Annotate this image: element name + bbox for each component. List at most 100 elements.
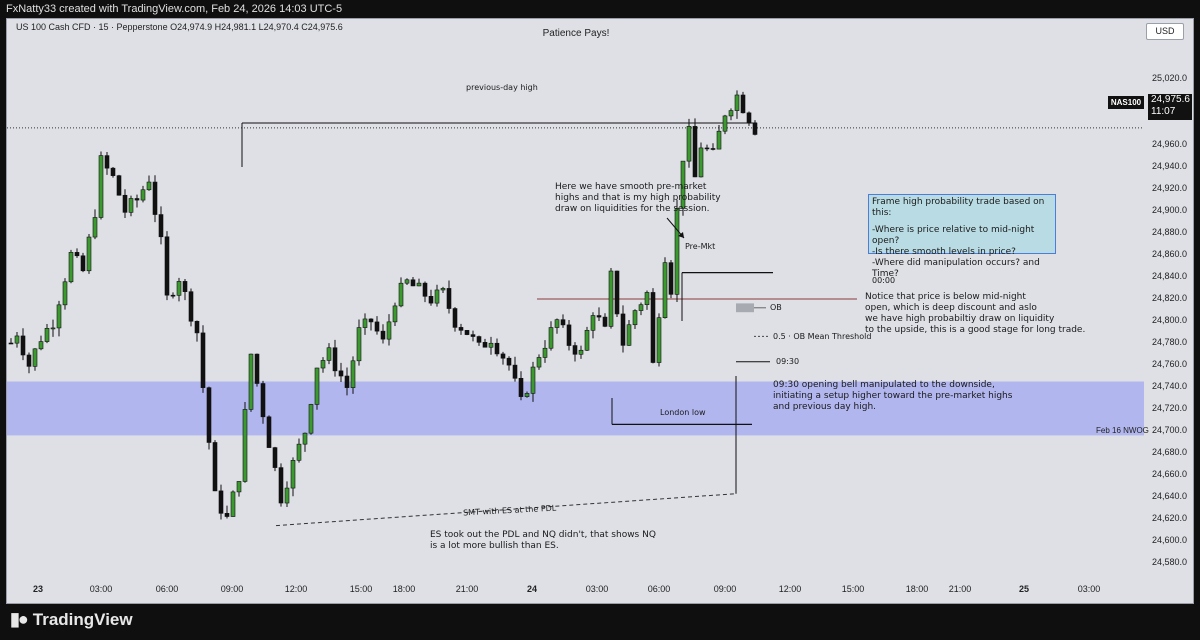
pre-market-label: Pre-Mkt [685, 242, 716, 251]
premarket-arrow-head [678, 232, 684, 238]
x-tick-label: 06:00 [155, 584, 179, 594]
x-tick-label: 12:00 [284, 584, 308, 594]
candle-body [416, 282, 422, 287]
chart-title: Patience Pays! [542, 28, 610, 39]
tradingview-brand-name: TradingView [32, 609, 133, 629]
candle-body [38, 341, 44, 350]
candle-body [206, 387, 212, 443]
candle-body [434, 289, 440, 304]
candle-body [518, 377, 524, 397]
x-tick-label: 18:00 [905, 584, 929, 594]
x-tick-label: 15:00 [349, 584, 373, 594]
x-tick-label: 25 [1018, 584, 1030, 594]
candle-body [596, 315, 602, 318]
candle-body [602, 316, 608, 327]
nwog-zone [7, 381, 1144, 436]
candle-body [614, 270, 620, 315]
candle-body [740, 94, 746, 114]
y-tick-label: 24,740.0 [1152, 381, 1188, 391]
candle-body [662, 262, 668, 318]
candle-body [590, 315, 596, 331]
y-tick-label: 24,720.0 [1152, 403, 1188, 413]
tradingview-logo[interactable]: ▮● TradingView [10, 609, 133, 630]
candle-body [62, 281, 68, 306]
candle-body [236, 481, 242, 493]
candle-body [326, 347, 332, 361]
candle-body [320, 360, 326, 369]
opening-bell-note: 09:30 opening bell manipulated to the do… [773, 380, 1013, 412]
x-tick-label: 06:00 [647, 584, 671, 594]
candle-body [692, 126, 698, 178]
candle-body [152, 181, 158, 215]
candle-body [452, 308, 458, 328]
y-tick-label: 24,880.0 [1152, 227, 1188, 237]
candle-body [410, 279, 416, 287]
y-tick-label: 24,700.0 [1152, 425, 1188, 435]
y-tick-label: 24,680.0 [1152, 447, 1188, 457]
candle-body [512, 364, 518, 379]
candle-body [74, 252, 80, 257]
x-tick-label: 24 [526, 584, 538, 594]
candle-body [116, 175, 122, 196]
candle-body [734, 94, 740, 111]
trade-box-item: -Is there smooth levels in price? [872, 247, 1016, 257]
y-tick-label: 24,940.0 [1152, 161, 1188, 171]
candle-body [464, 330, 470, 335]
y-tick-label: 24,920.0 [1152, 183, 1188, 193]
currency-button[interactable]: USD [1146, 23, 1184, 40]
chart-canvas[interactable] [0, 0, 1200, 604]
candle-body [488, 342, 494, 348]
ob-mean-label: 0.5 · OB Mean Threshold [773, 332, 872, 341]
candle-body [50, 327, 56, 330]
symbol-ohlc: O24,974.9 H24,981.1 L24,970.4 C24,975.6 [170, 22, 343, 32]
y-tick-label: 25,020.0 [1152, 73, 1188, 83]
candle-body [110, 167, 116, 176]
candle-body [392, 305, 398, 323]
candle-body [158, 214, 164, 238]
candle-body [398, 282, 404, 307]
candle-body [506, 357, 512, 366]
candle-body [254, 353, 260, 384]
y-tick-label: 24,840.0 [1152, 271, 1188, 281]
y-tick-label: 24,780.0 [1152, 337, 1188, 347]
candle-body [494, 342, 500, 355]
candle-body [20, 335, 26, 356]
header-credit: FxNatty33 created with TradingView.com, … [0, 0, 1200, 18]
candle-body [362, 318, 368, 328]
candle-body [716, 130, 722, 150]
candle-body [272, 447, 278, 468]
candle-body [656, 317, 662, 363]
candle-body [746, 112, 752, 124]
last-price-tag: 24,975.6 11:07 [1148, 94, 1192, 120]
nwog-label: Feb 16 NWOG [1096, 426, 1149, 435]
chart-area[interactable] [6, 18, 1194, 604]
y-tick-label: 24,960.0 [1152, 139, 1188, 149]
x-tick-label: 21:00 [948, 584, 972, 594]
candle-body [14, 335, 20, 344]
candle-body [650, 292, 656, 363]
trade-box-item: -Where did manipulation occurs? and Time… [872, 258, 1040, 279]
candle-body [476, 336, 482, 343]
candle-body [644, 292, 650, 305]
previous-day-high-label: previous-day high [466, 83, 538, 92]
candle-body [224, 513, 230, 517]
candle-body [182, 281, 188, 292]
candle-body [680, 160, 686, 209]
candle-body [686, 126, 692, 162]
candle-body [140, 189, 146, 201]
bar-countdown: 11:07 [1151, 106, 1176, 117]
x-tick-label: 12:00 [778, 584, 802, 594]
candle-body [164, 236, 170, 296]
y-tick-label: 24,820.0 [1152, 293, 1188, 303]
candle-body [482, 342, 488, 348]
es-note: ES took out the PDL and NQ didn't, that … [430, 530, 656, 551]
candle-body [440, 288, 446, 291]
candle-body [122, 194, 128, 213]
candle-body [134, 198, 140, 201]
candle-body [188, 291, 194, 322]
candle-body [470, 334, 476, 337]
y-tick-label: 24,580.0 [1152, 557, 1188, 567]
candle-body [704, 147, 710, 150]
notice-note: Notice that price is below mid-night ope… [865, 292, 1086, 335]
candle-body [194, 320, 200, 334]
